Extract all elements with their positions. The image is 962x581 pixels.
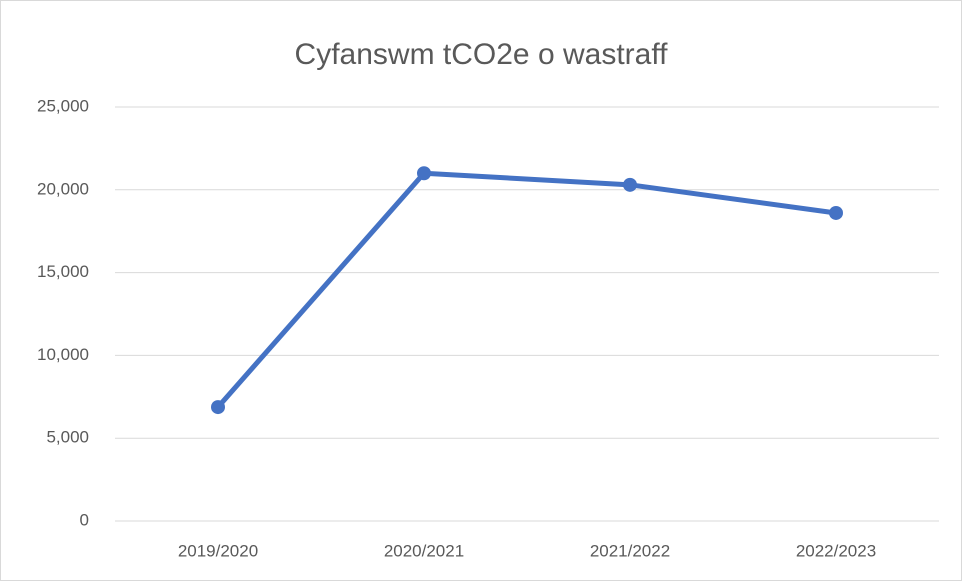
y-tick-label: 25,000 <box>37 96 89 115</box>
x-tick-label: 2019/2020 <box>178 541 258 560</box>
chart-title: Cyfanswm tCO2e o wastraff <box>295 38 669 71</box>
marker <box>829 205 843 220</box>
marker <box>211 400 225 415</box>
y-tick-label: 15,000 <box>37 262 89 281</box>
x-tick-label: 2021/2022 <box>590 541 670 560</box>
y-tick-label: 20,000 <box>37 179 89 198</box>
y-tick-label: 0 <box>80 510 89 529</box>
x-tick-label: 2022/2023 <box>796 541 876 560</box>
marker <box>417 166 431 181</box>
marker <box>623 177 637 192</box>
line <box>215 170 839 410</box>
y-tick-label: 10,000 <box>37 345 89 364</box>
x-tick-label: 2020/2021 <box>384 541 464 560</box>
y-tick-label: 5,000 <box>46 428 89 447</box>
